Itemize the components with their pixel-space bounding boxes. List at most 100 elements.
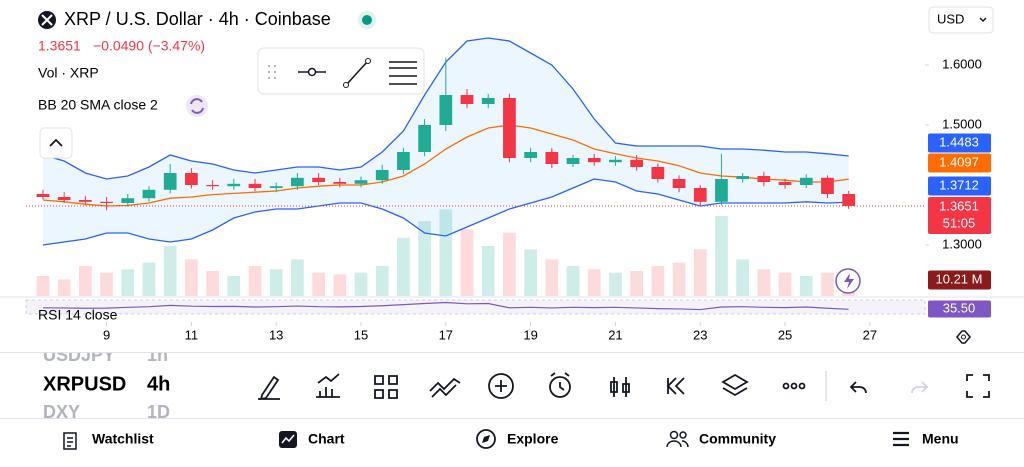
price-tag-label: 10.21 M <box>936 271 983 286</box>
candle-body <box>57 197 71 200</box>
candle-body <box>185 173 198 185</box>
x-tick-label: 23 <box>693 327 707 342</box>
nav-bar: Watchlist Chart Explore Community Menu <box>0 418 1024 462</box>
price-tag-label: 1.4097 <box>939 154 979 169</box>
horizontal-line-tool-dot <box>307 67 317 77</box>
drag-handle[interactable] <box>268 65 276 79</box>
more[interactable] <box>782 382 790 390</box>
candle-body <box>715 179 728 202</box>
price-tag <box>928 153 991 173</box>
alert-tool[interactable] <box>549 376 571 398</box>
candle-body <box>757 176 771 182</box>
candle-body <box>36 194 50 197</box>
volume-bar <box>460 229 474 296</box>
candle-body <box>397 152 410 170</box>
title: XRP / U.S. Dollar · 4h · Coinbase <box>64 9 331 29</box>
tool-icons <box>258 371 990 401</box>
volume-bar <box>142 262 156 296</box>
candle-body <box>481 98 495 104</box>
collapse-icon <box>49 138 63 147</box>
redo[interactable] <box>911 381 929 394</box>
volume-bar <box>163 246 177 296</box>
settings-dot <box>961 334 966 340</box>
interval[interactable]: 1h <box>147 345 168 365</box>
interval[interactable]: 4h <box>147 373 170 395</box>
volume-bar <box>36 276 50 296</box>
draw-tool[interactable] <box>258 375 280 401</box>
volume-bar <box>566 266 580 296</box>
volume-bar <box>57 279 71 296</box>
volume-bar <box>545 259 559 296</box>
x-tick-label: 13 <box>269 327 283 342</box>
bb-refresh-icon <box>190 98 204 114</box>
y-tick-label: 1.3000 <box>942 236 982 251</box>
bb-legend: BB 20 SMA close 2 <box>38 97 158 113</box>
interval[interactable]: 1D <box>147 402 170 422</box>
objects-tool[interactable] <box>721 373 749 397</box>
volume-bar <box>248 266 262 296</box>
x-tick-label: 27 <box>863 327 877 342</box>
fib-tool[interactable] <box>389 61 417 85</box>
trend-line-tool[interactable] <box>346 61 368 85</box>
y-tick-label: 1.5000 <box>942 116 982 131</box>
volume-bar <box>609 272 622 296</box>
candle-body <box>163 173 177 190</box>
watchlist-icon <box>63 432 77 450</box>
countdown: 51:05 <box>943 215 976 230</box>
volume-bar <box>439 209 453 296</box>
candle-body <box>142 189 156 199</box>
community-icon <box>679 431 687 439</box>
volume-bar <box>524 249 537 296</box>
replay-tool[interactable] <box>666 377 685 395</box>
volume-bar <box>630 271 644 296</box>
currency-select[interactable] <box>928 6 994 34</box>
candle-body <box>821 177 834 194</box>
indicators-tool[interactable] <box>316 373 340 398</box>
candles-tool[interactable] <box>610 377 630 397</box>
symbol[interactable]: XRPUSD <box>43 373 126 395</box>
nav-item[interactable]: Watchlist <box>92 431 154 447</box>
nav-item[interactable]: Explore <box>507 431 559 447</box>
toolbar-svg: USDJPY 1h XRPUSD 4h DXY 1D <box>43 345 990 422</box>
x-tick-label: 21 <box>608 327 622 342</box>
price-tag <box>928 197 991 234</box>
nav-item[interactable]: Menu <box>922 431 959 447</box>
chart-icon-line <box>281 434 295 444</box>
price-tag-label: 1.3712 <box>939 177 979 192</box>
undo[interactable] <box>849 381 867 394</box>
x-tick-label: 15 <box>354 327 368 342</box>
rsi-line <box>42 301 849 311</box>
candle-body <box>291 177 304 187</box>
symbol[interactable]: DXY <box>43 402 80 422</box>
volume-bar <box>312 272 325 296</box>
volume-bar <box>397 237 410 296</box>
volume-bar <box>269 269 283 296</box>
y-tick-label: 1.6000 <box>942 56 982 71</box>
add-plus <box>495 380 507 392</box>
compare-tool[interactable] <box>429 377 461 398</box>
coin-logo-mark <box>41 14 53 26</box>
candle-body <box>79 200 92 202</box>
price-tag-label: 35.50 <box>943 300 976 315</box>
volume-bar <box>79 266 92 296</box>
layouts-tool[interactable] <box>374 375 398 399</box>
x-tick-label: 17 <box>439 327 453 342</box>
menu-icon <box>893 431 909 447</box>
trend-dot <box>343 82 349 88</box>
volume-bar <box>481 246 495 296</box>
collapse-button[interactable] <box>39 127 73 159</box>
nav-item[interactable]: Chart <box>308 431 345 447</box>
volume-bar <box>693 249 707 296</box>
add-tool[interactable] <box>488 373 514 399</box>
bb-middle <box>42 124 849 207</box>
volume-legend: Vol · XRP <box>38 65 99 81</box>
candle-body <box>100 201 113 203</box>
candle-body <box>439 95 453 125</box>
symbol[interactable]: USDJPY <box>43 345 115 365</box>
volume-bar <box>333 274 347 296</box>
nav-item[interactable]: Community <box>699 431 776 447</box>
candle-body <box>778 182 792 185</box>
settings-button[interactable] <box>948 324 978 350</box>
currency[interactable]: USD <box>937 11 964 26</box>
fullscreen[interactable] <box>966 374 990 398</box>
